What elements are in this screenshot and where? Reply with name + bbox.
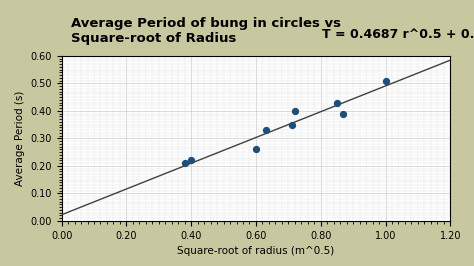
Point [181, 161, 189, 165]
Point [262, 128, 269, 132]
Text: Average Period of bung in circles vs: Average Period of bung in circles vs [71, 17, 341, 30]
Point [252, 147, 260, 151]
Text: Square-root of Radius: Square-root of Radius [71, 32, 237, 45]
Point [187, 158, 195, 163]
Point [288, 122, 295, 127]
Text: T = 0.4687 r^0.5 + 0.0219: T = 0.4687 r^0.5 + 0.0219 [322, 28, 474, 41]
Point [339, 111, 347, 116]
X-axis label: Square-root of radius (m^0.5): Square-root of radius (m^0.5) [177, 246, 335, 256]
Y-axis label: Average Period (s): Average Period (s) [15, 91, 25, 186]
Point [333, 101, 341, 105]
Point [291, 109, 299, 113]
Point [382, 78, 389, 83]
